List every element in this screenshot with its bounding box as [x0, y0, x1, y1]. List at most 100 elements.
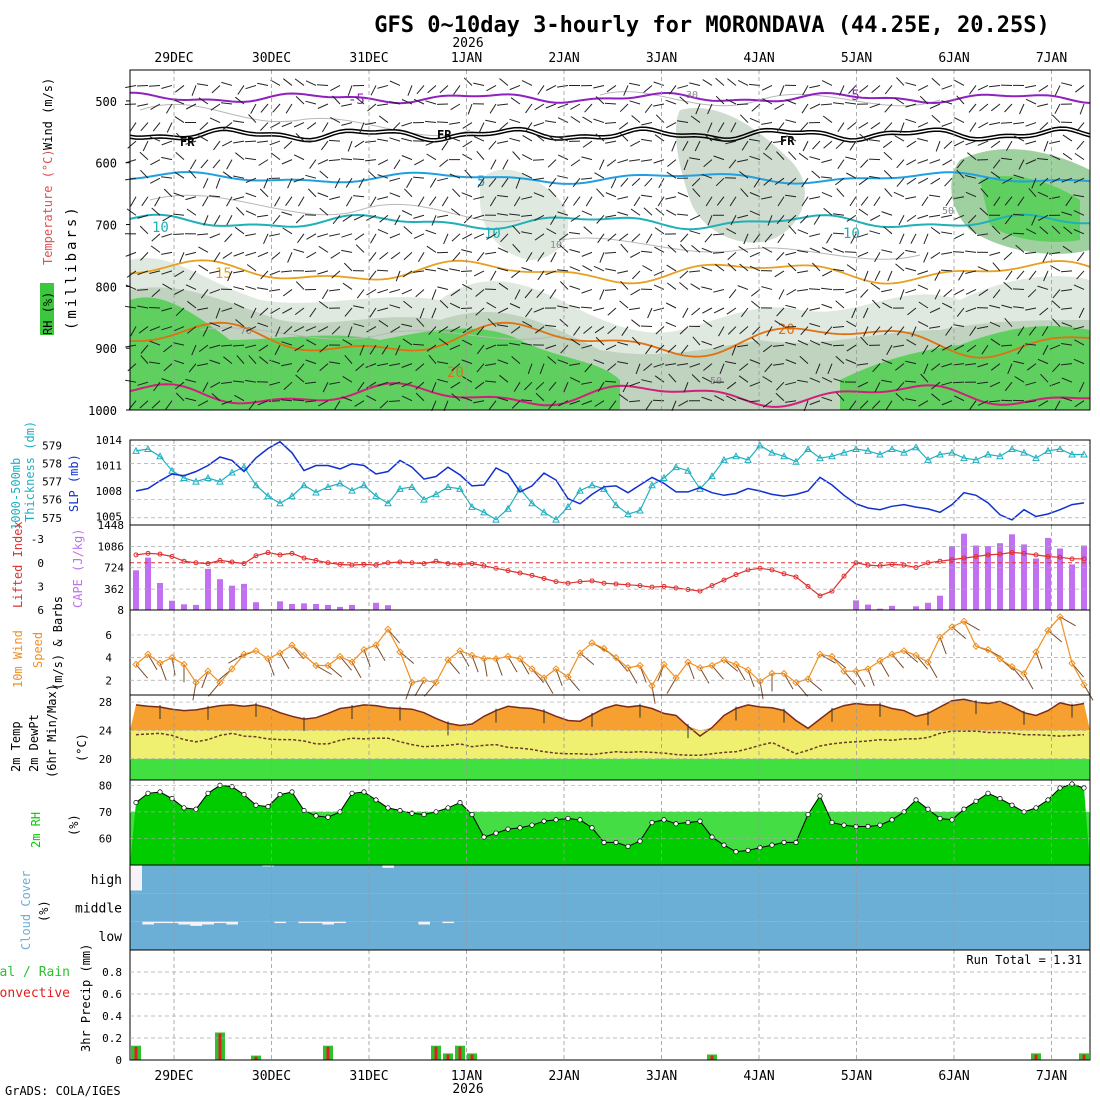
upper-wind-barb: [463, 77, 473, 86]
cloud-low-bar: [430, 921, 443, 950]
upper-wind-barb: [416, 318, 425, 327]
upper-wind-barb: [929, 307, 941, 314]
upper-wind-barb: [257, 82, 269, 86]
upper-wind-barb: [389, 101, 401, 105]
lifted-index-marker: [445, 561, 451, 567]
upper-wind-barb: [222, 122, 233, 130]
upper-wind-barb: [437, 214, 449, 218]
upper-wind-barb: [702, 79, 713, 86]
upper-wind-barb: [704, 233, 713, 243]
rh2m-marker: [445, 805, 451, 811]
upper-wind-barb: [690, 115, 701, 123]
isotherm-freezing-a: [129, 126, 1091, 140]
upper-wind-barb: [863, 326, 869, 337]
cloud-low-bar: [358, 921, 371, 950]
cloud-low-bar: [766, 921, 779, 950]
rh-label-30: 30: [686, 90, 698, 101]
wind10-marker: [144, 650, 152, 658]
upper-wind-barb: [215, 178, 221, 189]
cape-bar: [937, 595, 943, 610]
wind10-marker: [1008, 662, 1016, 671]
thickness-marker: [924, 455, 932, 463]
cloud-high-bar: [754, 865, 767, 894]
cloud-middle-bar: [574, 893, 587, 922]
upper-wind-barb: [461, 339, 473, 346]
cape-tick-label: 1086: [98, 540, 125, 553]
upper-wind-barb: [185, 140, 197, 145]
upper-wind-barb: [569, 400, 581, 405]
upper-wind-barb: [185, 103, 197, 110]
upper-wind-barb: [872, 363, 881, 373]
upper-wind-barb: [403, 251, 413, 261]
isotherm-label-10: 10: [843, 226, 860, 242]
upper-wind-barb: [917, 284, 929, 290]
upper-wind-barb: [671, 140, 677, 152]
upper-wind-barb: [668, 85, 677, 95]
upper-wind-barb: [643, 85, 653, 93]
cloud-low-bar: [178, 924, 191, 950]
upper-wind-barb: [270, 122, 281, 129]
rh2m-marker: [757, 845, 763, 851]
temp2m-label: (6hr Min/Max): [45, 684, 59, 778]
upper-wind-barb: [163, 344, 173, 353]
cape-bar: [337, 606, 343, 610]
upper-wind-barb: [631, 336, 641, 346]
upper-wind-barb: [535, 381, 545, 390]
upper-wind-barb: [906, 214, 917, 222]
cloud-middle-bar: [502, 893, 515, 922]
cloud-high-bar: [490, 865, 503, 894]
cloud-low-bar: [598, 921, 611, 950]
wind10-marker: [396, 648, 404, 656]
upper-wind-barb: [305, 326, 317, 332]
upper-wind-barb: [561, 196, 569, 207]
upper-wind-barb: [833, 378, 845, 383]
upper-wind-barb: [414, 159, 425, 166]
upper-wind-barb: [153, 381, 161, 392]
lifted-index-marker: [145, 550, 151, 556]
upper-wind-barb: [836, 392, 845, 402]
rh2m-marker: [841, 822, 847, 828]
upper-wind-barb: [417, 252, 425, 263]
upper-wind-barb: [287, 252, 293, 263]
upper-wind-barb: [858, 208, 869, 216]
cloud-high-bar: [706, 865, 719, 894]
rh-shading-area: [980, 176, 1080, 242]
lifted-index-marker: [505, 568, 511, 574]
day-label-bottom: 3JAN: [646, 1069, 677, 1084]
upper-wind-barb: [653, 103, 665, 107]
upper-wind-barb: [978, 289, 989, 297]
upper-wind-barb: [691, 307, 701, 316]
rh2m-marker: [781, 839, 787, 845]
upper-wind-barb: [233, 251, 245, 257]
upper-wind-barb: [161, 307, 173, 312]
upper-wind-barb: [762, 344, 773, 353]
thickness-marker: [456, 484, 464, 492]
upper-wind-barb: [1025, 307, 1037, 311]
pressure-tick-label: 600: [95, 157, 117, 171]
upper-wind-barb: [604, 288, 617, 291]
upper-wind-barb: [379, 400, 389, 409]
upper-wind-barb: [402, 338, 413, 346]
lifted-index-marker: [685, 587, 691, 593]
year-label-bottom: 2026: [452, 1082, 483, 1097]
upper-wind-barb: [977, 140, 989, 146]
upper-wind-barb: [172, 233, 185, 235]
cloud-high-bar: [466, 865, 479, 894]
upper-wind-barb: [798, 152, 809, 161]
upper-wind-barb: [450, 326, 461, 333]
cloud-high-bar: [526, 865, 539, 894]
cloud-low-bar: [874, 921, 887, 950]
upper-wind-barb: [764, 233, 773, 243]
lifted-index-marker: [1057, 554, 1063, 560]
upper-wind-barb: [260, 103, 269, 113]
cloud-high-bar: [130, 890, 143, 894]
upper-wind-barb: [425, 268, 437, 272]
upper-wind-barb: [884, 188, 893, 198]
upper-wind-barb: [295, 96, 305, 105]
upper-wind-barb: [727, 263, 737, 272]
upper-wind-barb: [550, 215, 557, 226]
upper-wind-barb: [1040, 373, 1049, 383]
wind10-barb: [555, 668, 563, 686]
upper-wind-barb: [161, 233, 173, 238]
upper-wind-barb: [173, 326, 185, 332]
